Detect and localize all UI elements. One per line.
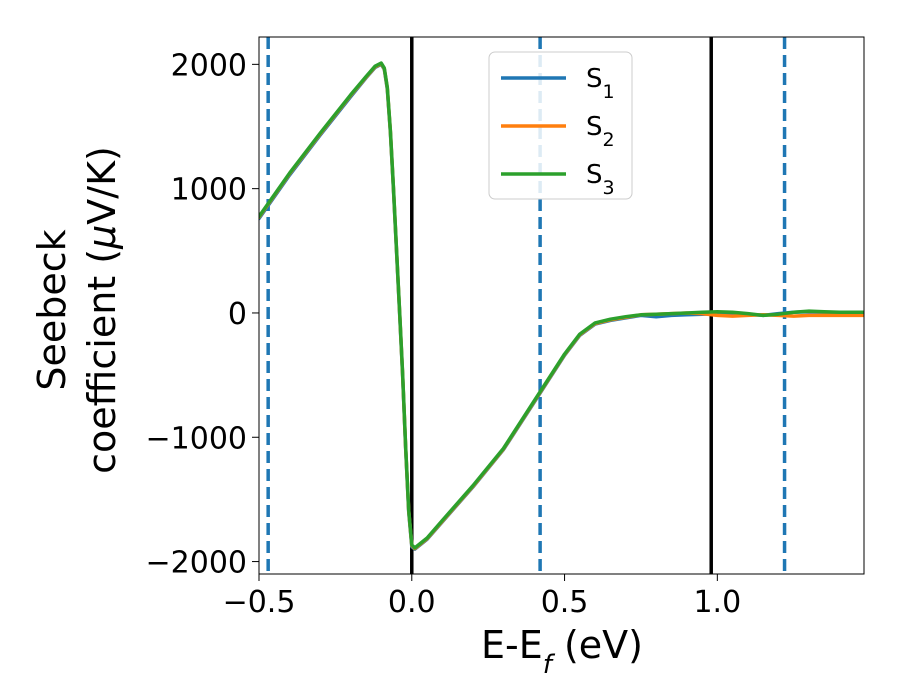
- x-axis-title: E-Ef (eV): [481, 623, 643, 680]
- y-tick-label: 2000: [171, 48, 247, 83]
- y-tick-label: 0: [228, 297, 247, 332]
- legend-label-2: S2: [586, 112, 615, 151]
- x-tick-label: 0.0: [388, 585, 436, 620]
- y-tick-label: 1000: [171, 173, 247, 208]
- reference-lines: [266, 37, 787, 574]
- svg-text:Seebeck: Seebeck: [30, 229, 74, 390]
- series-layer: [259, 61, 864, 551]
- y-axis-title: Seebeck coefficient (μV/K): [30, 146, 124, 474]
- y-axis-ticks: 2000 1000 0 −1000 −2000: [146, 48, 259, 581]
- series-line-3: [259, 61, 864, 550]
- plot-frame: [258, 36, 865, 575]
- x-tick-label: −0.5: [223, 585, 296, 620]
- x-tick-label: 1.0: [693, 585, 741, 620]
- x-axis-ticks: −0.5 0.0 0.5 1.0: [223, 574, 741, 620]
- legend-label-3: S3: [586, 160, 615, 199]
- svg-text:coefficient (μV/K): coefficient (μV/K): [80, 146, 124, 474]
- legend: S1 S2 S3: [488, 51, 633, 200]
- y-tick-label: −2000: [146, 546, 247, 581]
- x-tick-label: 0.5: [541, 585, 589, 620]
- legend-label-1: S1: [586, 64, 615, 103]
- y-tick-label: −1000: [146, 421, 247, 456]
